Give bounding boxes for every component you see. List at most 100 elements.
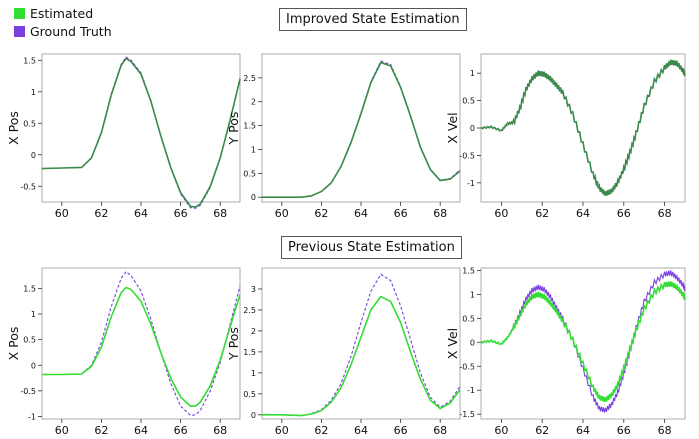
x-tick-label: 60 [275, 424, 289, 437]
x-tick-label: 68 [213, 207, 227, 220]
y-tick-label: 1 [31, 88, 36, 97]
y-tick-label: 0 [31, 151, 36, 160]
x-tick-label: 60 [55, 207, 69, 220]
x-tick-label: 68 [433, 207, 447, 220]
y-tick-label: 0.5 [462, 314, 475, 323]
plot-frame [261, 267, 461, 420]
x-tick-label: 64 [576, 207, 590, 220]
series-line-ground-truth [262, 273, 461, 417]
y-tick-label: -0.5 [20, 387, 36, 396]
y-tick-label: 0.5 [243, 390, 256, 399]
x-tick-label: 68 [658, 207, 672, 220]
x-tick-label: 66 [174, 207, 188, 220]
series-line-estimated [480, 59, 686, 196]
legend-item-ground-truth: Ground Truth [14, 22, 112, 40]
x-tick-label: 68 [658, 424, 672, 437]
y-tick-label: 1 [470, 69, 475, 78]
y-tick-label: 1 [31, 310, 36, 319]
y-tick-label: 2.5 [243, 306, 256, 315]
chart-3: 60 62 64 66 68 -1 -0.5 0 0.5 1 X Vel [445, 53, 686, 220]
x-tick-label: 66 [617, 207, 631, 220]
y-tick-label: 2 [251, 98, 256, 107]
y-tick-label: 0.5 [23, 119, 36, 128]
series-line-estimated [262, 295, 461, 417]
x-tick-label: 68 [433, 424, 447, 437]
y-tick-label: 1.5 [243, 122, 256, 131]
legend-label-estimated: Estimated [30, 5, 94, 21]
x-tick-label: 66 [394, 207, 408, 220]
estimated-swatch-icon [14, 7, 25, 19]
series-line-estimated [41, 57, 241, 208]
y-tick-label: 0 [470, 124, 475, 133]
y-tick-label: 0.5 [243, 169, 256, 178]
x-tick-label: 68 [213, 424, 227, 437]
chart-5: 60 62 64 66 68 0 0.5 1 1.5 2 2.5 3 Y Pos [226, 267, 461, 437]
y-axis-label: X Vel [445, 112, 460, 143]
y-tick-label: 1 [470, 290, 475, 299]
y-tick-label: -0.5 [459, 362, 475, 371]
series-line-estimated [42, 286, 241, 407]
x-tick-label: 60 [494, 424, 508, 437]
series-line-estimated [262, 61, 461, 198]
series-line-ground-truth [262, 60, 461, 198]
y-tick-label: 1.5 [23, 284, 36, 293]
row-title-improved: Improved State Estimation [279, 8, 467, 31]
plot-frame [261, 53, 461, 203]
chart-4: 60 62 64 66 68 -1 -0.5 0 0.5 1 1.5 X Pos [6, 267, 241, 437]
x-tick-label: 66 [394, 424, 408, 437]
y-tick-label: 2.5 [243, 74, 256, 83]
x-tick-label: 64 [134, 207, 148, 220]
chart-2: 60 62 64 66 68 0 0.5 1 1.5 2 2.5 Y Pos [226, 53, 461, 220]
series-line-estimated [480, 281, 686, 403]
x-tick-label: 64 [576, 424, 590, 437]
legend-label-ground-truth: Ground Truth [30, 23, 112, 39]
y-axis-label: X Pos [6, 327, 21, 361]
y-axis-label: Y Pos [226, 112, 241, 146]
ground-truth-swatch-icon [14, 25, 25, 37]
y-tick-label: -0.5 [20, 182, 36, 191]
plot-frame [480, 53, 686, 203]
y-tick-label: -1 [467, 179, 475, 188]
y-tick-label: 1.5 [462, 266, 475, 275]
y-tick-label: -1.5 [459, 410, 475, 419]
x-tick-label: 62 [314, 207, 328, 220]
y-tick-label: 3 [251, 285, 256, 294]
y-axis-label: X Pos [6, 111, 21, 145]
x-tick-label: 64 [134, 424, 148, 437]
x-tick-label: 62 [535, 424, 549, 437]
y-tick-label: 1 [251, 369, 256, 378]
x-tick-label: 66 [617, 424, 631, 437]
series-line-ground-truth [42, 270, 241, 416]
x-tick-label: 60 [55, 424, 69, 437]
y-tick-label: 0.5 [462, 97, 475, 106]
y-tick-label: 0 [470, 338, 475, 347]
y-tick-label: 0 [251, 193, 256, 202]
x-tick-label: 62 [94, 207, 108, 220]
legend: Estimated Ground Truth [14, 4, 112, 40]
y-tick-label: 1.5 [23, 56, 36, 65]
x-tick-label: 62 [314, 424, 328, 437]
x-tick-label: 60 [275, 207, 289, 220]
y-tick-label: -1 [28, 412, 36, 421]
y-tick-label: 1.5 [243, 348, 256, 357]
x-tick-label: 62 [94, 424, 108, 437]
row-title-previous: Previous State Estimation [281, 236, 462, 259]
y-tick-label: 0 [31, 361, 36, 370]
y-tick-label: 1 [251, 145, 256, 154]
x-tick-label: 66 [174, 424, 188, 437]
x-tick-label: 60 [494, 207, 508, 220]
y-tick-label: 0 [251, 411, 256, 420]
x-tick-label: 64 [354, 424, 368, 437]
x-tick-label: 62 [535, 207, 549, 220]
chart-1: 60 62 64 66 68 -0.5 0 0.5 1 1.5 X Pos [6, 53, 241, 220]
y-axis-label: Y Pos [226, 327, 241, 361]
y-tick-label: -0.5 [459, 151, 475, 160]
legend-item-estimated: Estimated [14, 4, 112, 22]
y-tick-label: 0.5 [23, 336, 36, 345]
y-tick-label: -1 [467, 386, 475, 395]
x-tick-label: 64 [354, 207, 368, 220]
y-axis-label: X Vel [445, 328, 460, 359]
chart-6: 60 62 64 66 68 -1.5 -1 -0.5 0 0.5 1 1.5 X Vel [445, 266, 686, 437]
y-tick-label: 2 [251, 327, 256, 336]
